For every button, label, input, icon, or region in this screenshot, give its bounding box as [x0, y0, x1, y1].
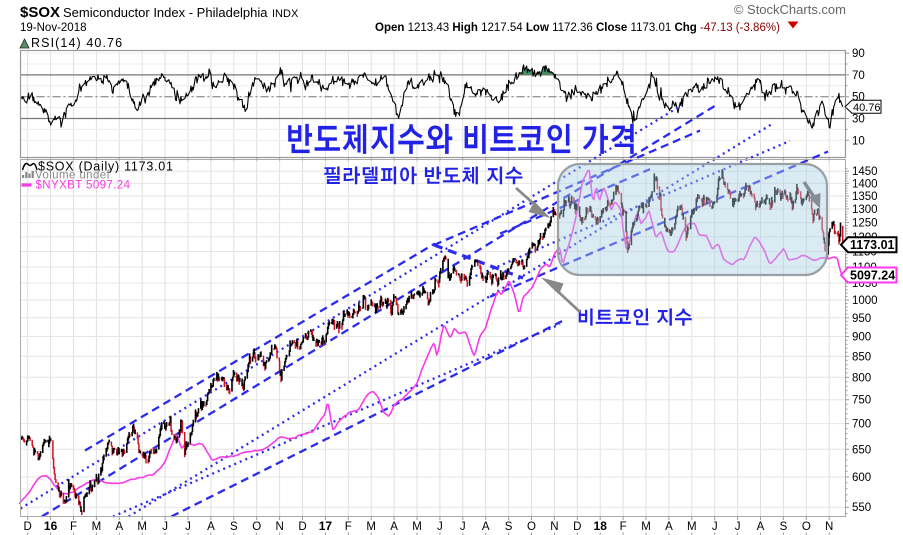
svg-text:70: 70 — [852, 70, 865, 82]
svg-text:1400: 1400 — [852, 178, 878, 190]
svg-text:O: O — [252, 521, 261, 533]
svg-text:19-Nov-2018: 19-Nov-2018 — [20, 22, 86, 34]
svg-text:J: J — [185, 521, 191, 533]
svg-text:A: A — [115, 521, 123, 533]
svg-text:950: 950 — [852, 313, 871, 325]
svg-text:900: 900 — [852, 332, 871, 344]
svg-text:18: 18 — [594, 519, 608, 533]
svg-text:1000: 1000 — [852, 295, 878, 307]
svg-text:5097.24: 5097.24 — [850, 269, 895, 283]
svg-text:650: 650 — [852, 444, 871, 456]
svg-text:F: F — [70, 521, 77, 533]
svg-text:J: J — [712, 521, 718, 533]
svg-text:$NYXBT 5097.24: $NYXBT 5097.24 — [36, 180, 131, 192]
svg-text:D: D — [24, 521, 32, 533]
svg-text:D: D — [573, 521, 581, 533]
svg-text:D: D — [298, 521, 306, 533]
svg-text:1300: 1300 — [852, 204, 878, 216]
svg-text:A: A — [665, 521, 673, 533]
svg-text:M: M — [641, 521, 651, 533]
svg-text:A: A — [757, 521, 765, 533]
svg-text:INDX: INDX — [272, 8, 299, 20]
svg-text:16: 16 — [44, 519, 58, 533]
svg-text:Semiconductor Index - Philadel: Semiconductor Index - Philadelphia — [63, 5, 268, 20]
svg-text:800: 800 — [852, 372, 871, 384]
svg-text:10: 10 — [852, 135, 865, 147]
svg-text:600: 600 — [852, 472, 871, 484]
svg-text:30: 30 — [852, 114, 865, 126]
svg-text:1350: 1350 — [852, 191, 878, 203]
svg-text:O: O — [802, 521, 811, 533]
svg-text:17: 17 — [319, 519, 333, 533]
svg-text:J: J — [460, 521, 466, 533]
svg-text:F: F — [345, 521, 352, 533]
svg-text:© StockCharts.com: © StockCharts.com — [734, 2, 846, 17]
svg-text:A: A — [482, 521, 490, 533]
svg-text:750: 750 — [852, 395, 871, 407]
svg-text:M: M — [92, 521, 102, 533]
svg-text:700: 700 — [852, 419, 871, 431]
svg-text:N: N — [275, 521, 283, 533]
svg-text:1250: 1250 — [852, 218, 878, 230]
svg-text:S: S — [505, 521, 513, 533]
svg-text:S: S — [780, 521, 788, 533]
svg-text:M: M — [137, 521, 147, 533]
svg-text:850: 850 — [852, 351, 871, 363]
svg-text:A: A — [207, 521, 215, 533]
svg-text:F: F — [620, 521, 627, 533]
svg-text:A: A — [390, 521, 398, 533]
svg-text:Volume undef: Volume undef — [35, 170, 111, 182]
svg-text:M: M — [687, 521, 697, 533]
svg-text:N: N — [550, 521, 558, 533]
svg-text:90: 90 — [852, 48, 865, 60]
svg-text:550: 550 — [852, 502, 871, 514]
svg-text:$SOX (Daily) 1173.01: $SOX (Daily) 1173.01 — [38, 160, 174, 174]
svg-text:M: M — [412, 521, 422, 533]
svg-text:J: J — [437, 521, 443, 533]
svg-text:Open 1213.43 High 1217.54 Low: Open 1213.43 High 1217.54 Low 1172.36 Cl… — [375, 22, 780, 34]
svg-text:J: J — [162, 521, 168, 533]
svg-text:M: M — [366, 521, 376, 533]
svg-text:J: J — [735, 521, 741, 533]
svg-text:RSI(14) 40.76: RSI(14) 40.76 — [31, 36, 123, 50]
svg-text:O: O — [527, 521, 536, 533]
svg-text:1450: 1450 — [852, 166, 878, 178]
svg-text:1173.01: 1173.01 — [850, 238, 895, 252]
svg-text:40.76: 40.76 — [853, 102, 881, 114]
svg-text:$SOX: $SOX — [20, 4, 60, 21]
svg-text:N: N — [825, 521, 833, 533]
svg-text:S: S — [230, 521, 238, 533]
